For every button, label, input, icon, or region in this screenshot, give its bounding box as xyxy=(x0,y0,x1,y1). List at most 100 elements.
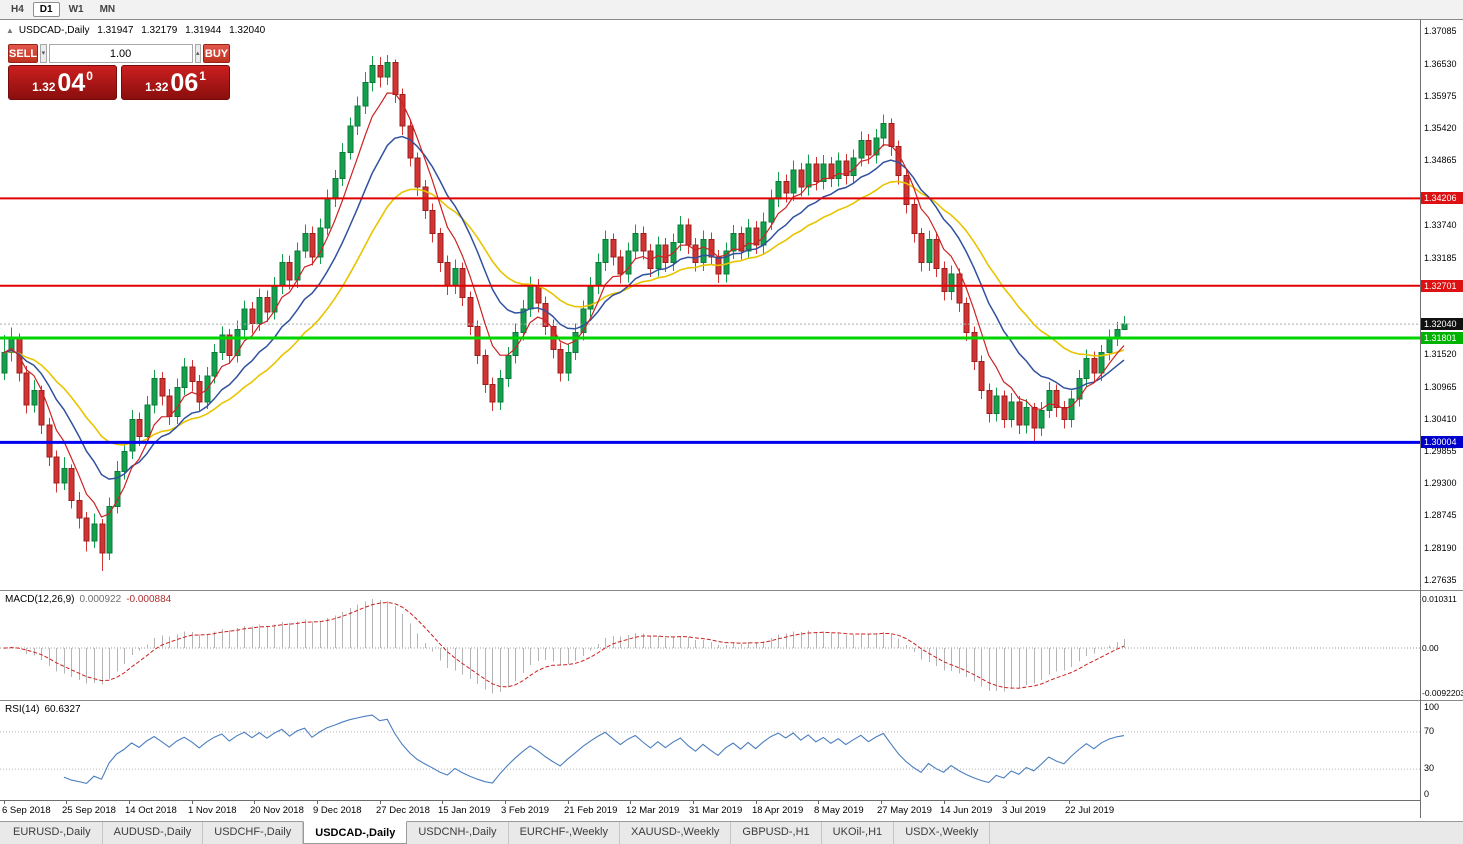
tab-gbpusd-h1[interactable]: GBPUSD-,H1 xyxy=(731,822,822,844)
lot-up-button[interactable]: ▴ xyxy=(194,44,202,63)
macd-label: MACD(12,26,9) xyxy=(5,594,75,605)
ask-fraction: 1 xyxy=(199,69,206,83)
price-axis-tick: 1.29300 xyxy=(1424,478,1457,489)
sell-button[interactable]: SELL xyxy=(8,44,39,63)
bid-pips: 04 xyxy=(57,69,86,97)
tab-eurusd-daily[interactable]: EURUSD-,Daily xyxy=(2,822,103,844)
date-tick xyxy=(192,801,193,804)
tab-ukoil-h1[interactable]: UKOil-,H1 xyxy=(822,822,895,844)
time-axis[interactable]: 6 Sep 2018 25 Sep 2018 14 Oct 2018 1 Nov 20… xyxy=(0,800,1421,819)
price-axis-tick: 1.30410 xyxy=(1424,413,1457,424)
buy-price-display[interactable]: 1.32 06 1 xyxy=(121,65,230,100)
date-tick xyxy=(254,801,255,804)
tab-xauusd-weekly[interactable]: XAUUSD-,Weekly xyxy=(620,822,732,844)
date-tick xyxy=(1069,801,1070,804)
tab-usdx-weekly[interactable]: USDX-,Weekly xyxy=(894,822,991,844)
price-axis-tick: 1.33185 xyxy=(1424,252,1457,263)
date-label: 15 Jan 2019 xyxy=(438,805,491,816)
timeframe-button-w1[interactable]: W1 xyxy=(68,4,84,15)
rsi-header: RSI(14) 60.6327 xyxy=(5,704,86,715)
date-tick xyxy=(66,801,67,804)
price-marker-1-31801: 1.31801 xyxy=(1421,332,1463,345)
price-axis-tick: 1.37085 xyxy=(1424,26,1457,37)
price-axis-tick: 1.28190 xyxy=(1424,542,1457,553)
low-value: 1.31944 xyxy=(185,25,222,36)
sell-price-display[interactable]: 1.32 04 0 xyxy=(8,65,117,100)
date-label: 21 Feb 2019 xyxy=(564,805,618,816)
date-tick xyxy=(756,801,757,804)
date-tick xyxy=(1006,801,1007,804)
date-tick xyxy=(881,801,882,804)
date-tick xyxy=(4,801,5,804)
timeframe-button-h4[interactable]: H4 xyxy=(11,4,24,15)
rsi-indicator-panel[interactable]: RSI(14) 60.6327 xyxy=(0,700,1463,801)
ask-pips: 06 xyxy=(170,69,199,97)
tab-eurchf-weekly[interactable]: EURCHF-,Weekly xyxy=(509,822,620,844)
date-label: 18 Apr 2019 xyxy=(752,805,804,816)
buy-button[interactable]: BUY xyxy=(203,44,230,63)
symbol-tabbar: EURUSD-,Daily AUDUSD-,Daily USDCHF-,Daily U… xyxy=(0,821,1463,844)
price-marker-1-32701: 1.32701 xyxy=(1421,279,1463,292)
price-axis-tick: 1.33740 xyxy=(1424,220,1457,231)
lot-down-button[interactable]: ▾ xyxy=(40,44,47,63)
macd-axis[interactable]: 0.010311 0.00 -0.0092203 xyxy=(1421,591,1463,699)
price-axis-tick: 1.34865 xyxy=(1424,155,1457,166)
price-axis-tick: 1.27635 xyxy=(1424,574,1457,585)
rsi-plot xyxy=(0,714,1421,785)
price-axis[interactable]: 1.37085 1.36530 1.35975 1.35420 1.34865 1.337… xyxy=(1421,20,1463,590)
timeframe-toolbar: H4 D1 W1 MN xyxy=(0,0,1463,20)
price-axis-tick: 1.28745 xyxy=(1424,510,1457,521)
date-label: 3 Feb 2019 xyxy=(501,805,550,816)
chart-ohlc-header: ▲ USDCAD-,Daily 1.31947 1.32179 1.31944 1… xyxy=(6,25,270,36)
tab-usdcad-daily[interactable]: USDCAD-,Daily xyxy=(303,821,408,844)
date-tick xyxy=(380,801,381,804)
date-tick xyxy=(505,801,506,804)
bid-fraction: 0 xyxy=(86,69,93,83)
date-label: 31 Mar 2019 xyxy=(689,805,743,816)
date-label: 27 Dec 2018 xyxy=(376,805,430,816)
rsi-axis-100: 100 xyxy=(1424,702,1440,712)
tab-audusd-daily[interactable]: AUDUSD-,Daily xyxy=(103,822,204,844)
close-value: 1.32040 xyxy=(229,25,266,36)
price-chart-panel[interactable]: ▲ USDCAD-,Daily 1.31947 1.32179 1.31944 1… xyxy=(0,20,1463,590)
macd-indicator-panel[interactable]: MACD(12,26,9) 0.000922 -0.000884 xyxy=(0,590,1463,700)
timeframe-button-d1[interactable]: D1 xyxy=(32,2,60,17)
price-axis-tick: 1.35975 xyxy=(1424,90,1457,101)
tab-usdcnh-daily[interactable]: USDCNH-,Daily xyxy=(407,822,509,844)
macd-signal-value: -0.000884 xyxy=(126,594,172,605)
high-value: 1.32179 xyxy=(141,25,178,36)
price-axis-tick: 1.35420 xyxy=(1424,122,1457,133)
macd-axis-zero: 0.00 xyxy=(1422,643,1439,654)
date-label: 3 Jul 2019 xyxy=(1002,805,1046,816)
date-tick xyxy=(818,801,819,804)
price-axis-tick: 1.29855 xyxy=(1424,445,1457,456)
price-marker-1-34206: 1.34206 xyxy=(1421,192,1463,205)
price-axis-tick: 1.30965 xyxy=(1424,381,1457,392)
candlestick-chart xyxy=(0,54,1421,571)
macd-plot xyxy=(0,598,1421,694)
macd-axis-min: -0.0092203 xyxy=(1422,688,1463,698)
ask-prefix: 1.32 xyxy=(145,80,169,94)
date-label: 12 Mar 2019 xyxy=(626,805,680,816)
date-label: 6 Sep 2018 xyxy=(2,805,51,816)
date-label: 14 Oct 2018 xyxy=(125,805,177,816)
tab-usdchf-daily[interactable]: USDCHF-,Daily xyxy=(203,822,304,844)
axis-separator-line xyxy=(1420,20,1421,818)
rsi-axis-30: 30 xyxy=(1424,763,1435,774)
date-label: 22 Jul 2019 xyxy=(1065,805,1115,816)
macd-main-value: 0.000922 xyxy=(79,594,122,605)
date-label: 9 Dec 2018 xyxy=(313,805,362,816)
lot-size-input[interactable] xyxy=(48,44,193,63)
price-axis-tick: 1.36530 xyxy=(1424,58,1457,69)
price-marker-1-30004: 1.30004 xyxy=(1421,436,1463,449)
timeframe-button-mn[interactable]: MN xyxy=(99,4,116,15)
date-tick xyxy=(129,801,130,804)
date-label: 25 Sep 2018 xyxy=(62,805,116,816)
date-tick xyxy=(568,801,569,804)
date-label: 1 Nov 2018 xyxy=(188,805,237,816)
timeframe-buttons: H4 D1 W1 MN xyxy=(4,2,122,17)
macd-header: MACD(12,26,9) 0.000922 -0.000884 xyxy=(5,594,176,605)
one-click-collapse-icon[interactable]: ▲ xyxy=(6,26,14,35)
rsi-axis[interactable]: 100 70 30 0 xyxy=(1421,701,1463,800)
rsi-axis-70: 70 xyxy=(1424,725,1435,736)
